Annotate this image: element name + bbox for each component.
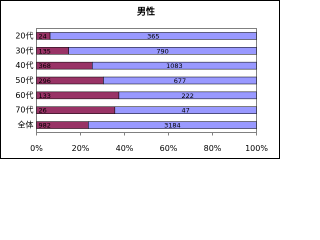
y-tick-label: 30代 xyxy=(15,45,33,55)
y-tick-label: 全体 xyxy=(18,120,34,130)
x-tick-label: 100% xyxy=(245,144,268,153)
data-label: 3184 xyxy=(164,122,181,130)
bar-segment xyxy=(118,91,257,100)
data-label: 1083 xyxy=(166,62,183,70)
bar-segment xyxy=(36,106,116,114)
data-label: 296 xyxy=(39,77,51,85)
data-label: 365 xyxy=(147,32,159,40)
data-label: 133 xyxy=(39,92,51,100)
bar-segment xyxy=(49,32,257,40)
chart-title: 男性 xyxy=(137,6,155,18)
bar-segment xyxy=(68,47,257,55)
data-label: 368 xyxy=(39,62,51,70)
data-label: 677 xyxy=(174,77,186,85)
y-tick-label: 20代 xyxy=(15,30,33,40)
data-label: 135 xyxy=(39,47,51,55)
x-tick-label: 80% xyxy=(204,144,222,153)
data-label: 26 xyxy=(39,107,47,115)
x-tick-label: 0% xyxy=(30,144,43,153)
bar-segment xyxy=(114,106,257,114)
x-tick-label: 40% xyxy=(116,144,134,153)
data-label: 222 xyxy=(182,92,194,100)
bar-segment xyxy=(92,61,257,70)
data-label: 790 xyxy=(156,47,168,55)
data-label: 982 xyxy=(39,122,51,130)
y-tick-label: 70代 xyxy=(15,105,33,115)
chart: 男性 0% 20% 40% 60% 80% 100% 20代 24 365 30代 135 790 40… xyxy=(0,0,280,159)
data-label: 24 xyxy=(39,32,47,40)
bar-segment xyxy=(103,76,257,85)
y-tick-label: 50代 xyxy=(15,75,33,85)
data-label: 47 xyxy=(182,107,190,115)
x-tick-label: 60% xyxy=(160,144,178,153)
y-tick-label: 40代 xyxy=(15,60,33,70)
y-tick-label: 60代 xyxy=(15,90,33,100)
bar-segment xyxy=(88,121,257,129)
x-tick-label: 20% xyxy=(72,144,90,153)
